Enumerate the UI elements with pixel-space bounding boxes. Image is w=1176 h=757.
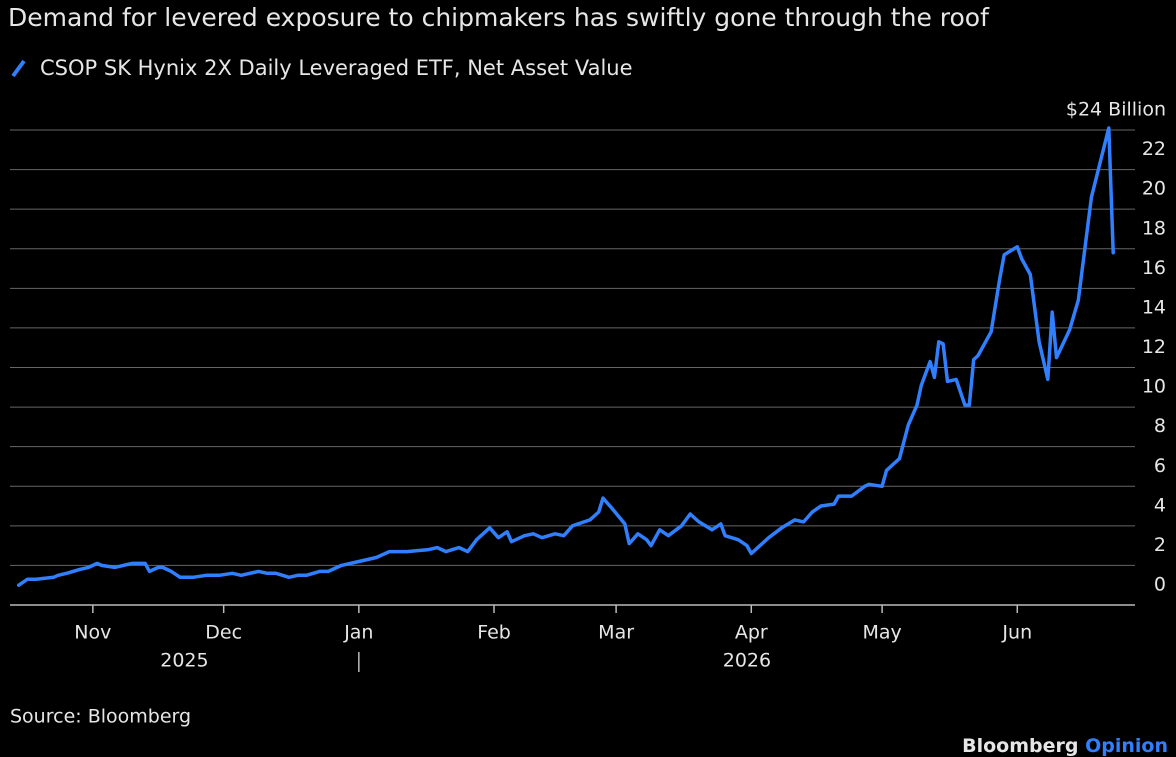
y-tick-label: $24 Billion	[1066, 99, 1166, 121]
year-label: 2026	[723, 650, 771, 672]
y-tick-label: 16	[1142, 257, 1166, 279]
x-tick-label: Dec	[205, 622, 242, 644]
y-tick-label: 8	[1154, 415, 1166, 437]
year-label: 2025	[160, 650, 208, 672]
y-tick-label: 6	[1154, 455, 1166, 477]
y-tick-label: 22	[1142, 138, 1166, 160]
brand: Bloomberg Opinion	[962, 735, 1168, 757]
y-tick-label: 0	[1154, 574, 1166, 596]
legend-swatch	[11, 59, 26, 78]
y-tick-label: 14	[1142, 296, 1166, 318]
y-tick-label: 4	[1154, 494, 1166, 516]
brand-name: Bloomberg	[962, 735, 1078, 757]
y-tick-label: 20	[1142, 178, 1166, 200]
x-tick-label: May	[862, 622, 901, 644]
legend-label: CSOP SK Hynix 2X Daily Leveraged ETF, Ne…	[40, 56, 633, 80]
x-tick-label: Apr	[735, 622, 768, 644]
source-note: Source: Bloomberg	[10, 706, 191, 728]
brand-sub: Opinion	[1085, 735, 1168, 757]
y-tick-label: 2	[1154, 534, 1166, 556]
chart-title: Demand for levered exposure to chipmaker…	[8, 3, 990, 32]
x-tick-label: Jun	[1001, 622, 1032, 644]
x-tick-label: Feb	[477, 622, 511, 644]
y-tick-label: 12	[1142, 336, 1166, 358]
y-tick-label: 10	[1142, 376, 1166, 398]
x-tick-label: Nov	[74, 622, 111, 644]
y-tick-label: 18	[1142, 217, 1166, 239]
x-tick-label: Jan	[343, 622, 373, 644]
data-line	[16, 126, 1115, 587]
x-tick-label: Mar	[598, 622, 634, 644]
